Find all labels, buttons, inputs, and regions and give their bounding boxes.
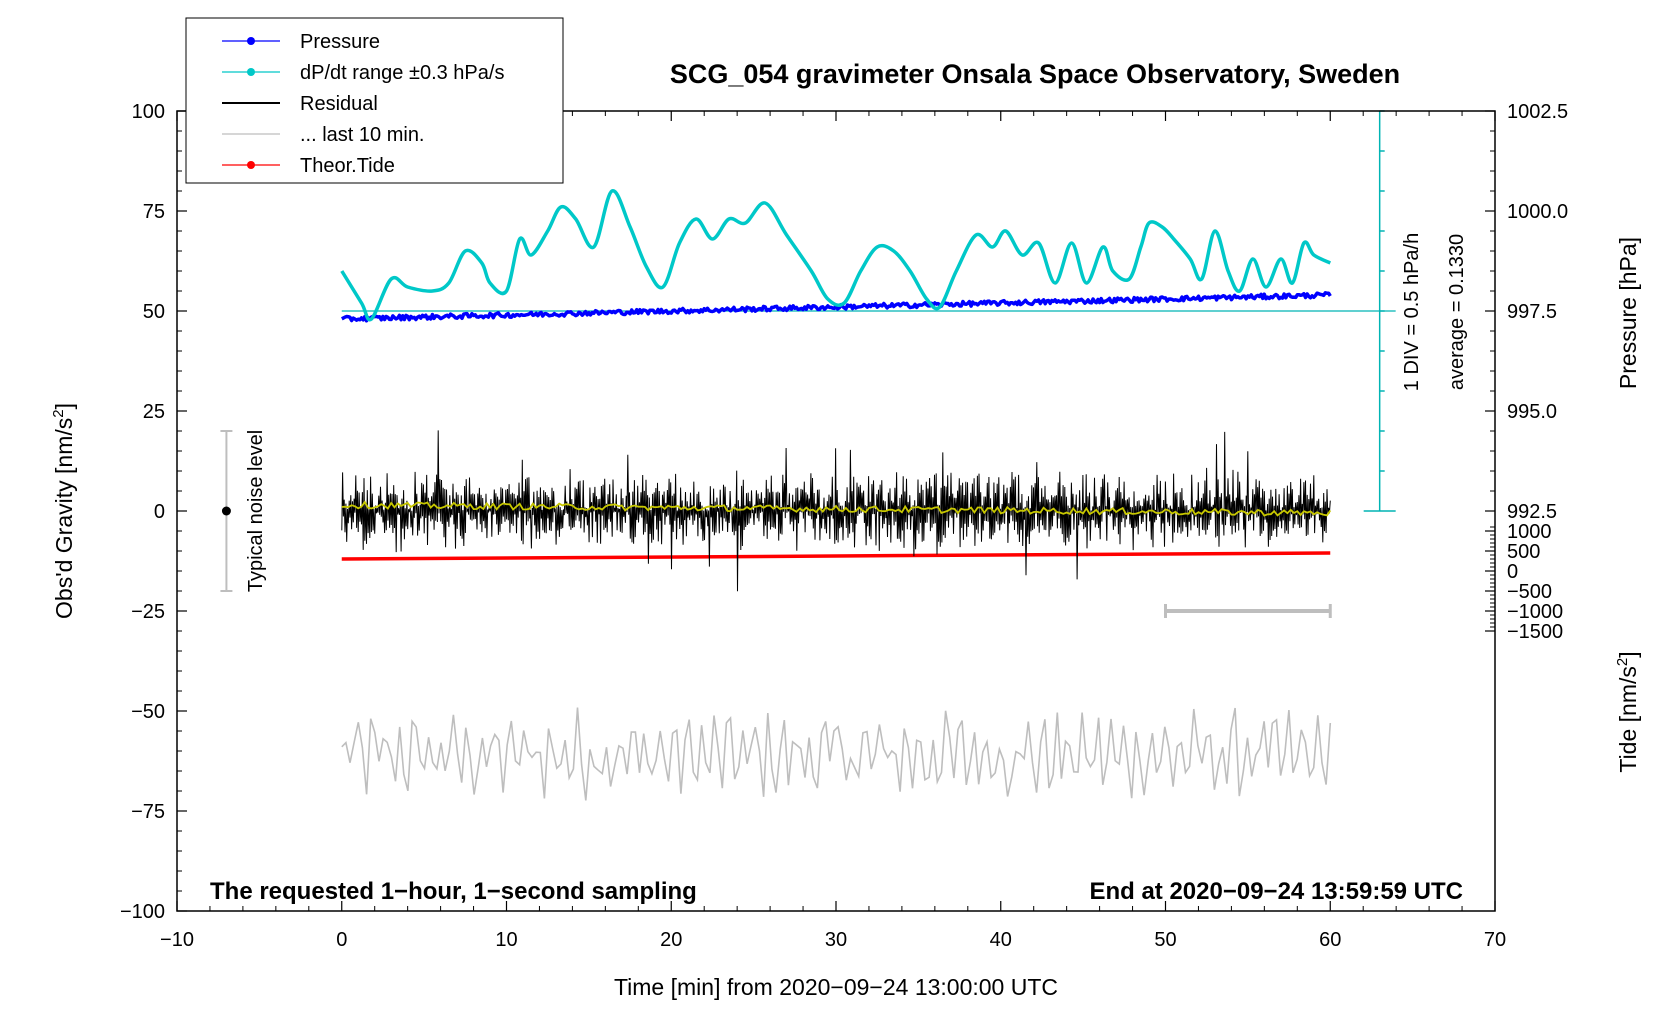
legend-marker	[247, 68, 255, 76]
tide-tick-label: 0	[1507, 561, 1518, 583]
y-tick-label: −25	[131, 601, 165, 623]
x-tick-label: 20	[660, 929, 682, 951]
pressure-tick-label: 1000.0	[1507, 201, 1568, 223]
series-layer	[220, 110, 1396, 801]
y-tick-label: −75	[131, 801, 165, 823]
x-axis-title: Time [min] from 2020−09−24 13:00:00 UTC	[614, 974, 1058, 1000]
y-axis-title-tide-sup: 2	[1614, 658, 1631, 666]
chart-title: SCG_054 gravimeter Onsala Space Observat…	[670, 59, 1400, 89]
y-axis-title-left-main: Obs'd Gravity [nm/s	[51, 418, 77, 619]
y-axis-title-tide: Tide [nm/s2]	[1614, 651, 1641, 772]
legend-entries: Pressure dP/dt range ±0.3 hPa/s Residual..…	[222, 31, 504, 177]
x-tick-label: 30	[825, 929, 847, 951]
footer-left: The requested 1−hour, 1−second sampling	[210, 878, 697, 905]
tide-tick-label: −1500	[1507, 621, 1563, 643]
series-dpdt	[340, 189, 1332, 322]
x-tick-label: 70	[1484, 929, 1506, 951]
legend-label: Residual	[300, 93, 378, 115]
y-axis-title-left-sup: 2	[50, 409, 67, 417]
legend: Pressure dP/dt range ±0.3 hPa/s Residual..…	[185, 17, 564, 184]
tide-tick-label: 1000	[1507, 521, 1552, 543]
noise-bar-center-dot	[221, 506, 231, 516]
scale-bar-label-div: 1 DIV = 0.5 hPa/h	[1401, 233, 1423, 391]
tide-tick-label: −500	[1507, 581, 1552, 603]
x-tick-label: 10	[495, 929, 517, 951]
pressure-tick-label: 1002.5	[1507, 101, 1568, 123]
legend-box	[185, 17, 564, 184]
y-tick-label: 50	[143, 301, 165, 323]
x-tick-label: 0	[336, 929, 347, 951]
pressure-tick-label: 995.0	[1507, 401, 1557, 423]
y-tick-label: 25	[143, 401, 165, 423]
x-tick-label: 60	[1319, 929, 1341, 951]
pressure-tick-label: 992.5	[1507, 501, 1557, 523]
legend-label: ... last 10 min.	[300, 124, 425, 146]
y-tick-label: −50	[131, 701, 165, 723]
y-axis-title-pressure: Pressure [hPa]	[1615, 237, 1641, 389]
legend-label: Pressure	[300, 31, 380, 53]
series-residual-smoothed	[341, 500, 1332, 517]
pressure-tick-label: 997.5	[1507, 301, 1557, 323]
axes-layer: −10 0 10 20 30 40 50 60 70−100−75−50−25025507510…	[120, 101, 1568, 951]
footer-right: End at 2020−09−24 13:59:59 UTC	[1089, 878, 1463, 905]
x-tick-label: 50	[1154, 929, 1176, 951]
series-pressure	[341, 291, 1332, 323]
tide-tick-label: −1000	[1507, 601, 1563, 623]
y-axis-title-tide-main: Tide [nm/s	[1615, 666, 1641, 773]
legend-label: dP/dt range ±0.3 hPa/s	[300, 62, 504, 84]
y-tick-label: 0	[154, 501, 165, 523]
x-tick-label: −10	[160, 929, 194, 951]
legend-marker	[247, 37, 255, 45]
y-tick-label: 75	[143, 201, 165, 223]
legend-label: Theor.Tide	[300, 155, 395, 177]
y-tick-label: −100	[120, 901, 165, 923]
x-tick-label: 40	[990, 929, 1012, 951]
scale-bar-label-average: average = 0.1330	[1446, 234, 1468, 390]
series-theor-tide	[341, 551, 1331, 561]
y-axis-title-left: Obs'd Gravity [nm/s2]	[50, 403, 77, 619]
tide-tick-label: 500	[1507, 541, 1540, 563]
legend-marker	[247, 161, 255, 169]
series-last-10-min	[341, 707, 1332, 801]
y-axis-title-tide-end: ]	[1615, 651, 1641, 657]
y-axis-title-left-end: ]	[51, 403, 77, 409]
series-residual	[341, 430, 1331, 592]
y-tick-label: 100	[132, 101, 165, 123]
noise-level-label: Typical noise level	[245, 430, 267, 592]
